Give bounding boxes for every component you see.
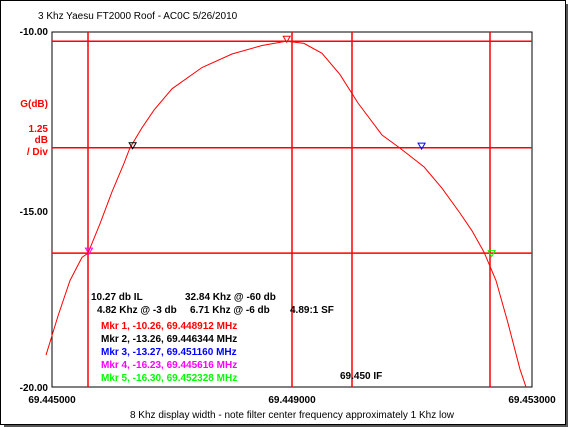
marker-3-readout: Mkr 3, -13.27, 69.451160 MHz <box>101 347 237 358</box>
window-shadow-bottom <box>4 425 568 427</box>
response-trace <box>45 40 527 388</box>
center-line-label: 69.450 IF <box>340 371 382 382</box>
grid <box>52 32 532 387</box>
stat-60db-width: 32.84 Khz @ -60 db <box>185 292 276 303</box>
scale-unit: dB <box>35 135 48 146</box>
chart-title: 3 Khz Yaesu FT2000 Roof - AC0C 5/26/2010 <box>38 11 238 22</box>
stat-insertion-loss: 10.27 db IL <box>91 292 143 303</box>
marker-2-readout: Mkr 2, -13.26, 69.446344 MHz <box>101 334 237 345</box>
y-tick-bottom: -20.00 <box>20 383 49 394</box>
marker-layer <box>84 35 497 258</box>
trace-layer <box>45 40 527 388</box>
y-tick-top: -10.00 <box>20 27 49 38</box>
y-tick-mid: -15.00 <box>20 207 49 218</box>
x-tick-right: 69.453000 <box>508 395 556 406</box>
marker-4-triangle <box>84 247 94 256</box>
marker-3-triangle <box>417 142 426 151</box>
x-tick-left: 69.445000 <box>28 395 76 406</box>
stat-6db-width: 6.71 Khz @ -6 db <box>190 305 270 316</box>
x-axis-label: 8 Khz display width - note filter center… <box>130 410 455 421</box>
stat-shape-factor: 4.89:1 SF <box>290 305 334 316</box>
y-axis-label: G(dB) <box>20 99 48 110</box>
x-tick-center: 69.449000 <box>268 395 316 406</box>
marker-2-triangle <box>128 142 138 150</box>
marker-5-triangle <box>487 250 497 258</box>
marker-1-triangle <box>282 35 292 44</box>
marker-4-readout: Mkr 4, -16.23, 69.445616 MHz <box>101 360 237 371</box>
marker-5-readout: Mkr 5, -16.30, 69.452328 MHz <box>101 373 237 384</box>
marker-1-readout: Mkr 1, -10.26, 69.448912 MHz <box>101 321 237 332</box>
scale-value: 1.25 <box>29 124 49 135</box>
window-shadow-right <box>566 4 568 427</box>
stat-3db-width: 4.82 Khz @ -3 db <box>97 305 177 316</box>
scale-per-div: / Div <box>27 147 49 158</box>
